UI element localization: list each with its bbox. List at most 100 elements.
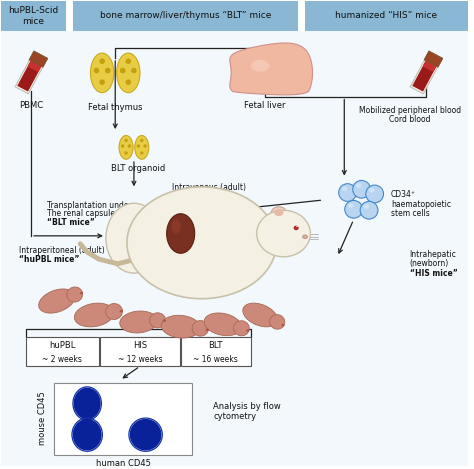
Ellipse shape	[167, 214, 195, 253]
Ellipse shape	[124, 151, 128, 155]
Ellipse shape	[77, 391, 98, 416]
Ellipse shape	[204, 313, 241, 336]
Text: ~ 2 weeks: ~ 2 weeks	[43, 355, 82, 364]
Ellipse shape	[100, 79, 105, 85]
Text: haematopoietic: haematopoietic	[391, 200, 451, 209]
Ellipse shape	[243, 303, 277, 327]
Ellipse shape	[79, 425, 95, 444]
Ellipse shape	[270, 315, 285, 329]
Ellipse shape	[76, 422, 99, 447]
Ellipse shape	[366, 185, 383, 203]
Ellipse shape	[73, 388, 101, 419]
Ellipse shape	[130, 419, 162, 451]
FancyBboxPatch shape	[73, 0, 298, 31]
Ellipse shape	[150, 313, 165, 328]
Text: bone marrow/liver/thymus “BLT” mice: bone marrow/liver/thymus “BLT” mice	[100, 11, 271, 20]
Ellipse shape	[119, 136, 133, 159]
Ellipse shape	[144, 433, 147, 436]
Ellipse shape	[303, 235, 307, 239]
Ellipse shape	[251, 60, 270, 72]
Ellipse shape	[271, 207, 286, 219]
Ellipse shape	[137, 426, 155, 444]
Ellipse shape	[128, 144, 131, 148]
Ellipse shape	[246, 329, 249, 332]
Ellipse shape	[82, 429, 92, 441]
Text: ~ 12 weeks: ~ 12 weeks	[118, 355, 162, 364]
Text: huPBL: huPBL	[49, 341, 75, 350]
Ellipse shape	[342, 187, 347, 191]
Text: “HIS mice”: “HIS mice”	[410, 269, 457, 278]
Text: BLT organoid: BLT organoid	[111, 164, 166, 173]
Ellipse shape	[106, 203, 162, 273]
Ellipse shape	[144, 144, 147, 148]
Ellipse shape	[142, 431, 149, 439]
Text: Analysis by flow: Analysis by flow	[213, 402, 281, 411]
Ellipse shape	[339, 184, 356, 201]
Ellipse shape	[356, 183, 362, 188]
Ellipse shape	[171, 219, 181, 234]
Ellipse shape	[73, 419, 101, 451]
Ellipse shape	[206, 329, 209, 331]
Ellipse shape	[274, 209, 283, 216]
Bar	[29, 51, 48, 68]
Ellipse shape	[345, 200, 363, 218]
Ellipse shape	[348, 203, 354, 208]
Ellipse shape	[135, 136, 149, 159]
Ellipse shape	[234, 321, 249, 336]
Ellipse shape	[74, 303, 114, 327]
Text: Intraperitoneal (adult): Intraperitoneal (adult)	[19, 246, 105, 255]
Ellipse shape	[282, 324, 284, 326]
Text: cytometry: cytometry	[213, 411, 256, 421]
Polygon shape	[230, 43, 312, 95]
Ellipse shape	[256, 210, 310, 257]
Ellipse shape	[134, 423, 158, 447]
FancyBboxPatch shape	[100, 337, 180, 366]
Ellipse shape	[296, 226, 298, 227]
Ellipse shape	[84, 400, 90, 407]
Ellipse shape	[139, 429, 152, 441]
Text: Mobilized peripheral blood: Mobilized peripheral blood	[359, 106, 461, 114]
Text: PBMC: PBMC	[19, 101, 43, 110]
Ellipse shape	[163, 319, 166, 322]
Bar	[27, 61, 42, 72]
FancyBboxPatch shape	[305, 0, 468, 31]
Bar	[423, 61, 437, 72]
Ellipse shape	[131, 68, 137, 73]
FancyBboxPatch shape	[55, 383, 192, 454]
FancyBboxPatch shape	[181, 337, 251, 366]
Ellipse shape	[100, 59, 105, 64]
Ellipse shape	[120, 311, 157, 333]
Ellipse shape	[86, 433, 88, 436]
Ellipse shape	[353, 181, 371, 198]
FancyBboxPatch shape	[0, 0, 66, 31]
Ellipse shape	[126, 59, 131, 64]
Ellipse shape	[140, 139, 144, 142]
Text: ~ 16 weeks: ~ 16 weeks	[193, 355, 238, 364]
Text: “BLT mice”: “BLT mice”	[185, 192, 233, 201]
Ellipse shape	[91, 53, 114, 93]
Text: “huPBL mice”: “huPBL mice”	[19, 255, 80, 264]
Text: human CD45: human CD45	[96, 459, 151, 468]
Ellipse shape	[106, 303, 122, 319]
Bar	[15, 52, 47, 94]
Ellipse shape	[117, 53, 140, 93]
Bar	[424, 51, 443, 68]
Ellipse shape	[82, 398, 92, 409]
Ellipse shape	[80, 394, 95, 412]
Ellipse shape	[192, 321, 209, 336]
Bar	[412, 61, 437, 91]
Ellipse shape	[80, 292, 83, 295]
Ellipse shape	[126, 79, 131, 85]
Text: huPBL-Scid
mice: huPBL-Scid mice	[8, 6, 59, 25]
Ellipse shape	[294, 226, 298, 230]
Ellipse shape	[140, 151, 144, 155]
Ellipse shape	[84, 431, 91, 439]
Ellipse shape	[94, 68, 100, 73]
Ellipse shape	[121, 144, 124, 148]
Text: Fetal thymus: Fetal thymus	[88, 103, 143, 112]
Text: CD34⁺: CD34⁺	[391, 190, 416, 199]
Text: Intrahepatic: Intrahepatic	[410, 250, 456, 259]
Ellipse shape	[67, 287, 82, 302]
Text: “BLT mice”: “BLT mice”	[47, 218, 95, 227]
Text: The renal capsule: The renal capsule	[47, 210, 116, 219]
